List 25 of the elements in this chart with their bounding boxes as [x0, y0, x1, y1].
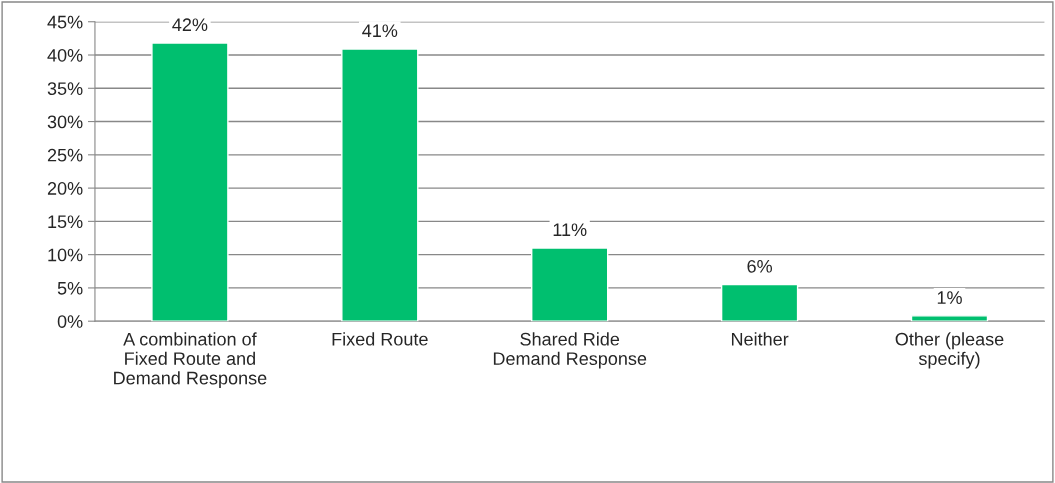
y-tick-label: 20% — [47, 182, 83, 195]
bar — [910, 315, 989, 322]
x-tick-label: Fixed Route — [332, 332, 428, 346]
x-tick-label: Other (please specify) — [895, 332, 1004, 369]
bar — [720, 283, 799, 322]
y-tick-label: 10% — [48, 248, 83, 262]
data-label: 1% — [937, 291, 962, 304]
y-tick-label: 45% — [47, 15, 83, 29]
bar — [151, 42, 229, 322]
y-tick-label: 30% — [47, 115, 83, 129]
bar — [341, 48, 419, 322]
y-tick-label: 5% — [57, 281, 83, 295]
data-label: 42% — [172, 18, 208, 32]
data-label: 11% — [553, 223, 587, 237]
bar — [531, 247, 609, 322]
data-label: 6% — [747, 259, 773, 273]
y-tick-label: 0% — [57, 315, 83, 328]
y-tick-label: 40% — [47, 48, 83, 62]
data-label: 41% — [362, 24, 398, 38]
x-tick-label: Neither — [731, 332, 789, 346]
y-tick-label: 25% — [47, 148, 83, 162]
y-tick-label: 35% — [47, 82, 83, 95]
x-tick-label: A combination of Fixed Route and Demand Response — [114, 332, 267, 389]
y-tick-label: 15% — [48, 215, 83, 229]
x-tick-label: Shared Ride Demand Response — [493, 332, 647, 369]
